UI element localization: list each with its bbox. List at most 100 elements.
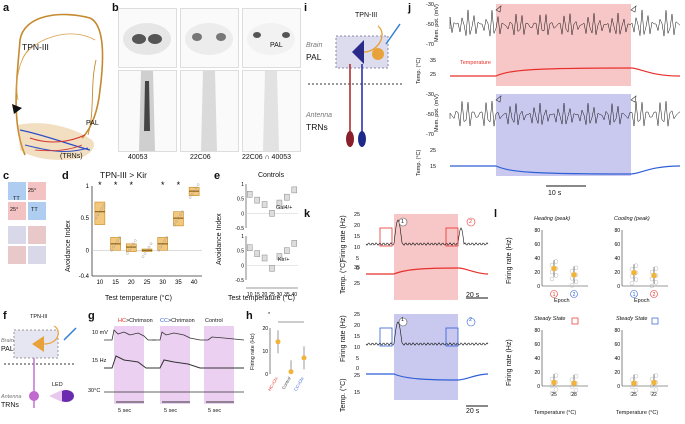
l-title-cool: Cooling (peak) bbox=[614, 216, 650, 222]
e-xtick: 25 bbox=[269, 292, 275, 298]
k-marker-circle-1 bbox=[398, 217, 408, 227]
i-brain: Brain bbox=[306, 42, 323, 49]
d-point bbox=[133, 239, 137, 242]
temp-bottom: 25° bbox=[10, 207, 19, 213]
k-window-2 bbox=[445, 327, 459, 347]
d-point bbox=[192, 189, 196, 193]
d-point bbox=[177, 216, 180, 220]
l-point bbox=[553, 273, 559, 278]
d-point bbox=[188, 196, 192, 199]
k-window-1 bbox=[379, 227, 393, 247]
k-tick-3: 15 bbox=[354, 234, 361, 240]
l-ytick: 20 bbox=[534, 270, 540, 276]
controls-chart-e: 1 0.5 0 -0.5 1 0.5 0 -0.5 10 15 20 25 30 35 40 bbox=[235, 182, 298, 298]
j-membrane-trace bbox=[449, 9, 681, 37]
l-ytick: 0 bbox=[537, 384, 540, 390]
e-label-gal4: Gal4/+ bbox=[276, 205, 293, 211]
d-point bbox=[157, 248, 161, 252]
g-hc-label: HC>Chrimson bbox=[118, 318, 153, 324]
l-ytick: 0 bbox=[617, 384, 620, 390]
l-xtick: 25 bbox=[551, 392, 557, 398]
l-mean-point bbox=[571, 380, 577, 386]
e-box bbox=[284, 193, 290, 201]
j-arrow-off bbox=[630, 5, 637, 13]
k-temp-tick-4: 15 bbox=[354, 390, 361, 396]
l-point bbox=[653, 373, 659, 378]
l-ytick: 40 bbox=[614, 356, 620, 362]
pal-label: PAL bbox=[86, 120, 99, 127]
e-box bbox=[284, 247, 290, 254]
l-xtick: 22 bbox=[651, 392, 657, 398]
d-point bbox=[98, 210, 102, 214]
d-xlabel: Test temperature (°C) bbox=[105, 295, 172, 302]
e-ytick: 1 bbox=[241, 234, 244, 240]
d-point bbox=[196, 183, 200, 187]
d-point bbox=[110, 248, 113, 252]
d-significance: * bbox=[130, 180, 134, 190]
e-box bbox=[261, 201, 268, 208]
l-ytick: 80 bbox=[614, 328, 620, 334]
d-point bbox=[118, 236, 121, 239]
d-xtick: 35 bbox=[175, 280, 182, 286]
e-xtick: 40 bbox=[292, 292, 298, 298]
k-marker-circle-2 bbox=[466, 317, 476, 327]
e-ytick: 0.5 bbox=[237, 249, 244, 255]
d-xtick: 15 bbox=[112, 280, 119, 286]
f-antenna: Antenna bbox=[1, 394, 22, 400]
d-point bbox=[179, 213, 182, 217]
j-arrow-on bbox=[495, 95, 502, 103]
l-mean-point bbox=[571, 272, 577, 278]
e-box bbox=[269, 265, 275, 272]
arena-diagram bbox=[8, 182, 46, 264]
b-label-22c06: 22C06 bbox=[190, 154, 211, 161]
k-marker-circle-2 bbox=[466, 217, 476, 227]
l-xtick: 1 bbox=[553, 292, 556, 298]
d-point bbox=[116, 239, 119, 242]
k-temp-tick-1: 35 bbox=[354, 265, 361, 271]
e-ytick: 0 bbox=[241, 211, 244, 217]
h-mean-point bbox=[288, 369, 294, 375]
tt-bottom: TT bbox=[31, 207, 38, 213]
d-box bbox=[125, 243, 137, 252]
h-ytick: 10 bbox=[262, 349, 268, 355]
g-sec-3: 5 sec bbox=[208, 408, 222, 414]
panel-letter-k: k bbox=[304, 208, 311, 220]
d-ytick: 0.5 bbox=[81, 216, 90, 222]
j-temp-tick-bot-1: 25 bbox=[430, 148, 437, 154]
temp-top: 25° bbox=[28, 188, 37, 194]
d-ytick: 0 bbox=[86, 248, 90, 254]
j-ylabel-mem: Mem. pot. (mV) bbox=[434, 4, 440, 42]
l-xtick-circle bbox=[630, 290, 638, 298]
l-ytick: 60 bbox=[614, 342, 620, 348]
l-title-heat: Heating (peak) bbox=[534, 216, 571, 222]
d-xtick: 30 bbox=[159, 280, 166, 286]
g-control-label: Control bbox=[205, 318, 223, 324]
f-brain: Brain bbox=[1, 338, 14, 344]
l-point bbox=[549, 390, 555, 396]
rate-trace-k bbox=[365, 217, 489, 407]
e-box bbox=[276, 199, 283, 207]
d-point bbox=[94, 216, 98, 220]
j-temperature-trace bbox=[450, 165, 681, 175]
l-ytick: 20 bbox=[614, 270, 620, 276]
d-point bbox=[96, 213, 100, 217]
d-point bbox=[161, 242, 165, 246]
panel-letter-i: i bbox=[304, 2, 308, 14]
l-ytick: 80 bbox=[534, 328, 540, 334]
j-temp-label: Temperature bbox=[460, 60, 491, 66]
k-tick-2: 20 bbox=[354, 223, 361, 229]
d-point bbox=[181, 210, 184, 214]
g-sec-2: 5 sec bbox=[164, 408, 178, 414]
l-point bbox=[569, 283, 575, 288]
l-epoch-1: Epoch bbox=[554, 298, 570, 304]
brain-image-40053 bbox=[118, 8, 177, 68]
j-temp-tick-top-2: 25 bbox=[430, 72, 437, 78]
panel-letter-e: e bbox=[214, 170, 221, 182]
trns-label: (TRNs) bbox=[60, 153, 83, 160]
e-box bbox=[254, 250, 260, 257]
d-point bbox=[112, 245, 115, 249]
panel-letter-h: h bbox=[246, 310, 253, 322]
k-scale-2: 20 s bbox=[466, 408, 480, 415]
j-tick-3: -70 bbox=[426, 42, 434, 48]
l-point bbox=[573, 279, 579, 285]
